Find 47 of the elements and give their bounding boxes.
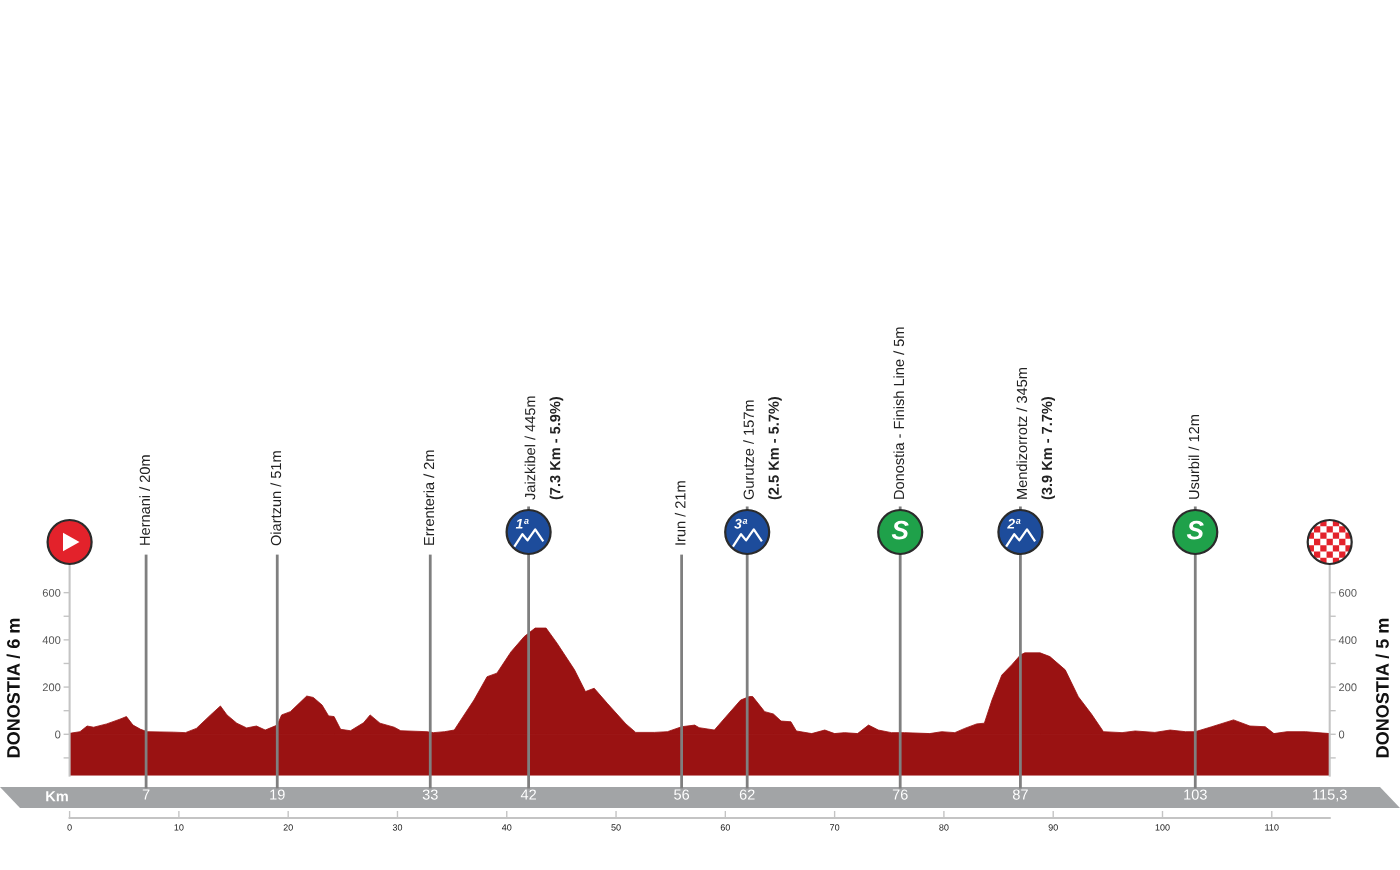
x-tick-label: 0 xyxy=(67,824,72,831)
x2-tick-label: 115,3 xyxy=(1313,789,1347,802)
x2-tick-label: 19 xyxy=(270,789,285,800)
x-tick-label: 100 xyxy=(1155,824,1170,831)
ref-line-label: Mendizorrotz / 345m (3.9 Km - 7.7%) xyxy=(1016,368,1055,500)
text: S xyxy=(1186,520,1204,540)
x-tick-label: 90 xyxy=(1048,824,1058,831)
x-tick-label: 50 xyxy=(611,824,621,831)
y2-tick-label: 200 xyxy=(1339,683,1357,692)
x-tick-label: 30 xyxy=(392,824,403,831)
y2-axis-title: DONOSTIA / 5 m xyxy=(1375,618,1390,758)
y2-tick-label: 400 xyxy=(1338,636,1357,644)
x2-tick-label: 62 xyxy=(739,789,755,800)
ref-line-label: Irun / 21m xyxy=(674,481,686,545)
x-tick-label: 110 xyxy=(1265,824,1279,831)
text: 1ª xyxy=(515,518,529,529)
ref-line-label: Donostia - Finish Line / 5m xyxy=(893,327,905,499)
x-tick-label: 20 xyxy=(283,824,293,831)
x2-tick-label: 42 xyxy=(520,789,536,800)
ref-line-label: Usurbil / 12m xyxy=(1188,415,1200,499)
y-tick-label: 200 xyxy=(42,683,61,692)
x-tick-label: 80 xyxy=(939,824,949,831)
x-tick-label: 70 xyxy=(830,824,840,831)
x-tick-label: 10 xyxy=(174,824,184,831)
x2-axis-title: Km xyxy=(46,791,68,802)
ref-line-label: Errenteria / 2m xyxy=(423,450,435,545)
y-axis-title: DONOSTIA / 6 m xyxy=(6,618,21,758)
y-tick-label: 0 xyxy=(55,730,61,739)
x2-tick-label: 33 xyxy=(422,789,438,800)
x2-tick-label: 87 xyxy=(1012,789,1028,800)
x-tick-label: 40 xyxy=(501,824,512,831)
x-tick-label: 60 xyxy=(720,824,730,831)
y-tick-label: 600 xyxy=(42,588,61,597)
x2-tick-label: 103 xyxy=(1184,789,1207,800)
x2-tick-label: 56 xyxy=(674,789,690,800)
text: 3ª xyxy=(734,518,748,529)
y2-tick-label: 0 xyxy=(1338,730,1345,739)
x2-tick-label: 76 xyxy=(892,789,908,800)
ref-line-label: Jaizkibel / 445m (7.3 Km - 5.9%) xyxy=(524,396,564,500)
text: 2ª xyxy=(1007,518,1021,529)
x2-tick-label: 7 xyxy=(142,789,150,800)
y-tick-label: 400 xyxy=(42,636,61,644)
text: S xyxy=(891,520,909,540)
ref-line-label: Oiartzun / 51m xyxy=(270,451,282,546)
ref-line-label: Gurutze / 157m (2.5 Km - 5.7%) xyxy=(743,396,782,500)
y2-tick-label: 600 xyxy=(1339,588,1357,597)
ref-line-label: Hernani / 20m xyxy=(139,455,151,545)
